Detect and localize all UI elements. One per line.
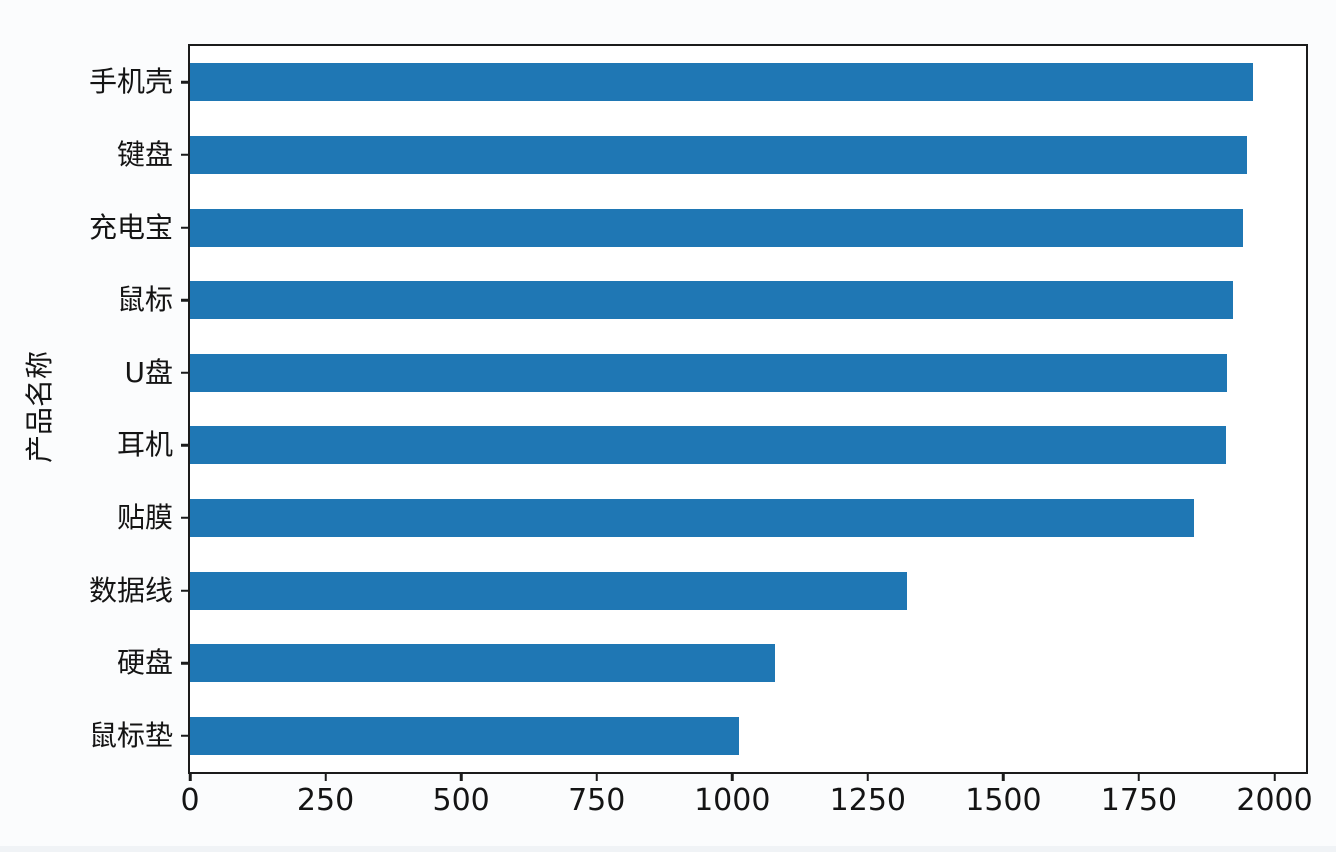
y-tick-8: [181, 661, 190, 665]
x-tick-0: [188, 772, 192, 781]
bar-8: [190, 644, 776, 683]
bar-7: [190, 571, 908, 610]
bar-9: [190, 716, 739, 755]
x-tick-label-1250: 1250: [829, 783, 907, 818]
y-axis-title: 产品名称: [23, 350, 56, 464]
bar-2: [190, 208, 1244, 247]
bar-1: [190, 135, 1248, 174]
y-tick-6: [181, 516, 190, 520]
category-label-2: 充电宝: [88, 210, 173, 244]
x-tick-1750: [1137, 772, 1141, 781]
y-tick-7: [181, 589, 190, 592]
category-label-4: U盘: [124, 355, 174, 389]
y-tick-1: [181, 153, 190, 157]
x-tick-2000: [1273, 772, 1276, 781]
x-tick-750: [595, 772, 598, 781]
x-tick-label-500: 500: [432, 783, 490, 818]
category-label-9: 鼠标垫: [88, 718, 173, 752]
category-label-1: 键盘: [116, 137, 173, 171]
y-tick-0: [181, 81, 190, 84]
bar-0: [190, 63, 1253, 102]
x-tick-label-1000: 1000: [694, 783, 771, 818]
bar-3: [190, 281, 1234, 320]
x-tick-label-250: 250: [296, 783, 355, 818]
x-tick-label-1500: 1500: [965, 783, 1042, 818]
x-tick-500: [459, 772, 463, 781]
y-tick-2: [181, 226, 190, 229]
page-bottom-strip: [0, 846, 1336, 852]
y-tick-5: [181, 444, 190, 447]
bar-4: [190, 353, 1228, 392]
y-tick-4: [181, 371, 190, 374]
x-tick-label-750: 750: [568, 783, 626, 818]
category-label-6: 贴膜: [116, 500, 173, 534]
category-label-0: 手机壳: [88, 65, 173, 99]
x-tick-label-2000: 2000: [1236, 783, 1313, 818]
plot-area: 手机壳键盘充电宝鼠标 U盘耳机贴膜数据线硬盘鼠标垫 0 250 500 750 1000 12…: [89, 44, 1313, 816]
y-tick-9: [181, 734, 190, 737]
x-tick-1250: [866, 772, 870, 781]
x-tick-label-0: 0: [180, 783, 200, 818]
x-tick-1500: [1002, 772, 1005, 781]
category-label-8: 硬盘: [116, 646, 173, 680]
x-tick-250: [324, 772, 327, 781]
bar-6: [190, 498, 1195, 537]
y-tick-3: [181, 298, 190, 302]
x-tick-label-1750: 1750: [1100, 783, 1178, 818]
category-label-7: 数据线: [88, 573, 173, 607]
category-label-3: 鼠标: [116, 283, 173, 317]
category-label-5: 耳机: [116, 428, 173, 462]
x-tick-1000: [731, 772, 734, 781]
bar-5: [190, 426, 1227, 465]
